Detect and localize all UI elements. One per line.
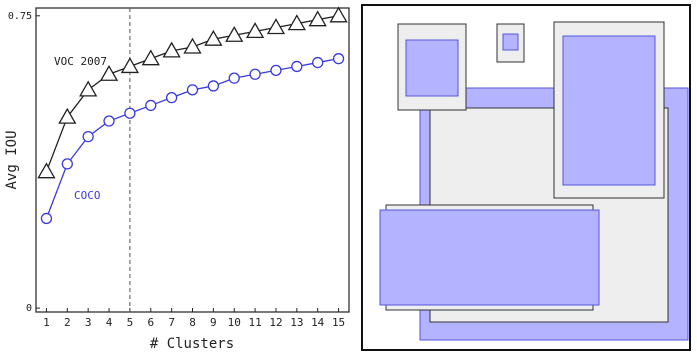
data-point [186, 84, 199, 96]
x-axis-label: # Clusters [150, 336, 234, 352]
data-point [228, 72, 240, 84]
x-tick-label: 3 [85, 316, 92, 329]
x-tick-label: 15 [332, 316, 345, 329]
x-tick-label: 2 [64, 316, 71, 329]
data-point [40, 212, 53, 225]
data-point [332, 53, 345, 65]
x-tick-label: 8 [189, 316, 196, 329]
data-point [312, 56, 324, 69]
data-point [329, 6, 348, 23]
y-axis-label: Avg IOU [4, 130, 20, 189]
anchor-box [379, 209, 600, 306]
x-tick-label: 14 [311, 316, 325, 329]
x-tick-label: 1 [43, 316, 50, 329]
data-point [245, 22, 265, 39]
anchor-boxes-diagram [361, 4, 691, 351]
data-point [145, 99, 157, 112]
data-point [103, 115, 115, 127]
data-point [124, 107, 136, 119]
x-tick-label: 11 [248, 316, 261, 329]
anchor-box [405, 39, 459, 97]
data-point [99, 64, 119, 81]
x-tick-label: 10 [228, 316, 241, 329]
x-tick-label: 9 [210, 316, 217, 329]
anchor-box [562, 35, 656, 186]
data-point [162, 41, 181, 58]
x-tick-label: 6 [147, 316, 154, 329]
data-point [249, 68, 261, 80]
y-tick-label: 0.75 [8, 11, 32, 22]
data-point [141, 49, 160, 66]
series-label: COCO [74, 189, 101, 202]
data-point [82, 130, 94, 143]
data-point [61, 158, 73, 170]
chart: # Clusters Avg IOU 1 2 3 4 5 6 7 8 9 10 11 12 13 14 15… [4, 6, 350, 352]
anchor-box [502, 33, 519, 51]
x-tick-label: 13 [290, 316, 303, 329]
data-point [207, 80, 220, 92]
data-point [204, 29, 223, 46]
data-point [37, 162, 56, 179]
x-tick-label: 12 [269, 316, 282, 329]
data-point [183, 37, 202, 54]
data-point [165, 91, 178, 104]
data-point [225, 25, 244, 42]
data-point [120, 57, 140, 74]
data-point [266, 18, 286, 35]
data-point [270, 64, 282, 77]
y-tick-label: 0 [26, 303, 32, 314]
data-point [287, 14, 306, 31]
series-label: VOC 2007 [54, 55, 107, 68]
data-point [79, 80, 98, 97]
data-point [291, 60, 303, 73]
data-point [58, 107, 77, 124]
data-point [308, 10, 327, 27]
x-tick-label: 5 [127, 316, 134, 329]
x-tick-label: 7 [168, 316, 175, 329]
x-tick-label: 4 [106, 316, 113, 329]
